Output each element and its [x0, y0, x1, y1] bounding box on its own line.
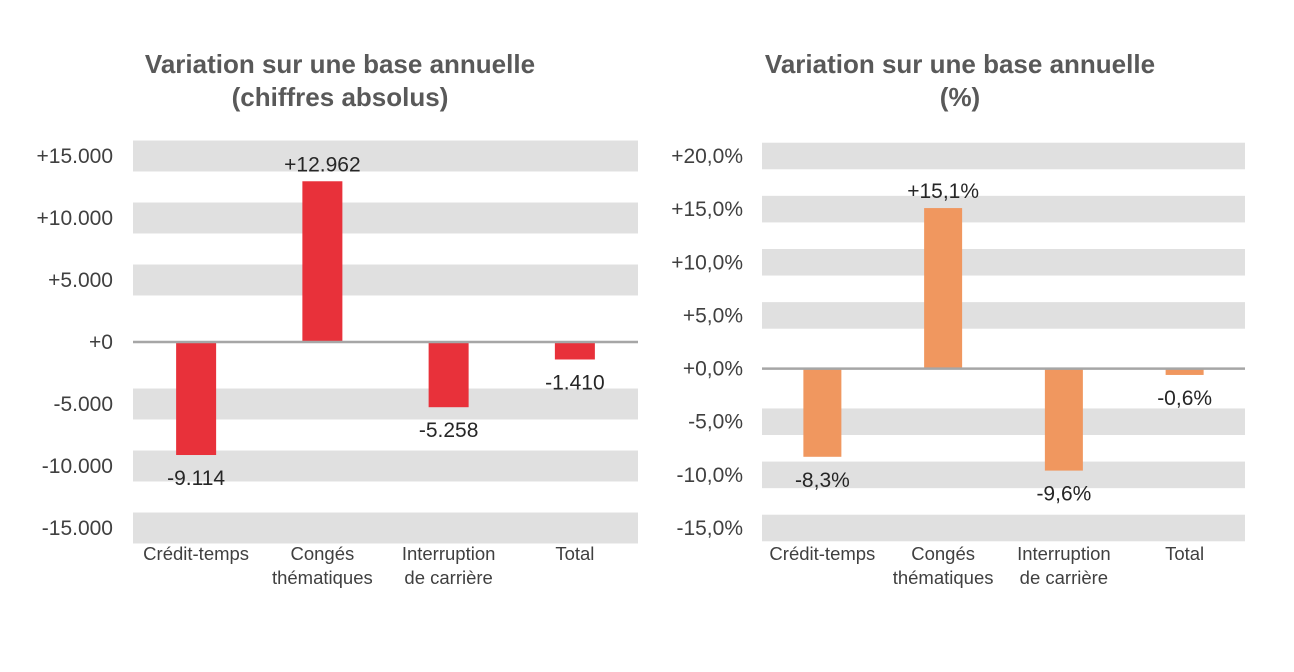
abs-ytick-label: -5.000 — [53, 393, 113, 416]
pct-ytick-label: +15,0% — [671, 198, 743, 221]
abs-grid-band — [133, 388, 638, 420]
pct-category-label: Crédit-temps — [769, 543, 875, 564]
abs-category-label: Total — [555, 543, 594, 564]
abs-ytick-label: +5.000 — [48, 269, 113, 292]
abs-category-label: thématiques — [272, 567, 373, 588]
pct-ytick-label: +20,0% — [671, 145, 743, 168]
pct-bar — [924, 208, 963, 369]
pct-category-label: Interruption — [1017, 543, 1111, 564]
abs-bar — [302, 181, 343, 342]
abs-data-label: -1.410 — [545, 371, 605, 394]
pct-bar — [803, 368, 842, 457]
pct-ytick-label: +5,0% — [683, 304, 743, 327]
pct-ytick-label: -15,0% — [676, 517, 743, 540]
pct-grid-band — [762, 461, 1245, 489]
pct-grid-band — [762, 514, 1245, 542]
pct-data-label: -0,6% — [1157, 387, 1212, 410]
pct-data-label: -8,3% — [795, 469, 850, 492]
pct-ytick-label: +10,0% — [671, 251, 743, 274]
abs-data-label: -9.114 — [167, 467, 225, 490]
pct-ytick-label: +0,0% — [683, 358, 743, 381]
pct-category-label: Congés — [911, 543, 975, 564]
pct-ytick-label: -5,0% — [688, 411, 743, 434]
abs-grid-band — [133, 202, 638, 234]
pct-bar — [1165, 368, 1204, 375]
abs-ytick-label: -15.000 — [42, 517, 113, 540]
abs-ytick-label: -10.000 — [42, 455, 113, 478]
abs-ytick-label: +10.000 — [37, 207, 114, 230]
abs-ytick-label: +15.000 — [37, 145, 114, 168]
abs-category-label: Crédit-temps — [143, 543, 249, 564]
abs-category-label: de carrière — [404, 567, 492, 588]
pct-grid-band — [762, 408, 1245, 435]
pct-ytick-label: -10,0% — [676, 464, 743, 487]
abs-bar — [176, 342, 217, 456]
abs-data-label: +12.962 — [284, 153, 361, 176]
abs-grid-band — [133, 140, 638, 172]
abs-bar — [554, 342, 595, 360]
abs-grid-band — [133, 450, 638, 482]
pct-grid-band — [762, 142, 1245, 170]
abs-data-label: -5.258 — [419, 419, 479, 442]
pct-category-label: Total — [1165, 543, 1204, 564]
abs-category-label: Interruption — [402, 543, 496, 564]
abs-grid-band — [133, 512, 638, 544]
pct-data-label: +15,1% — [907, 180, 979, 203]
pct-grid-band — [762, 302, 1245, 329]
abs-ytick-label: +0 — [89, 331, 113, 354]
pct-bar — [1044, 368, 1083, 471]
abs-grid-band — [133, 264, 638, 296]
chart-title-absolute: Variation sur une base annuelle (chiffre… — [144, 49, 536, 112]
abs-bar — [428, 342, 469, 408]
pct-category-label: thématiques — [893, 567, 994, 588]
abs-category-label: Congés — [290, 543, 354, 564]
pct-data-label: -9,6% — [1036, 483, 1091, 506]
pct-category-label: de carrière — [1020, 567, 1108, 588]
chart-title-percent: Variation sur une base annuelle (%) — [764, 49, 1156, 112]
pct-grid-band — [762, 249, 1245, 276]
pct-grid-band — [762, 195, 1245, 223]
